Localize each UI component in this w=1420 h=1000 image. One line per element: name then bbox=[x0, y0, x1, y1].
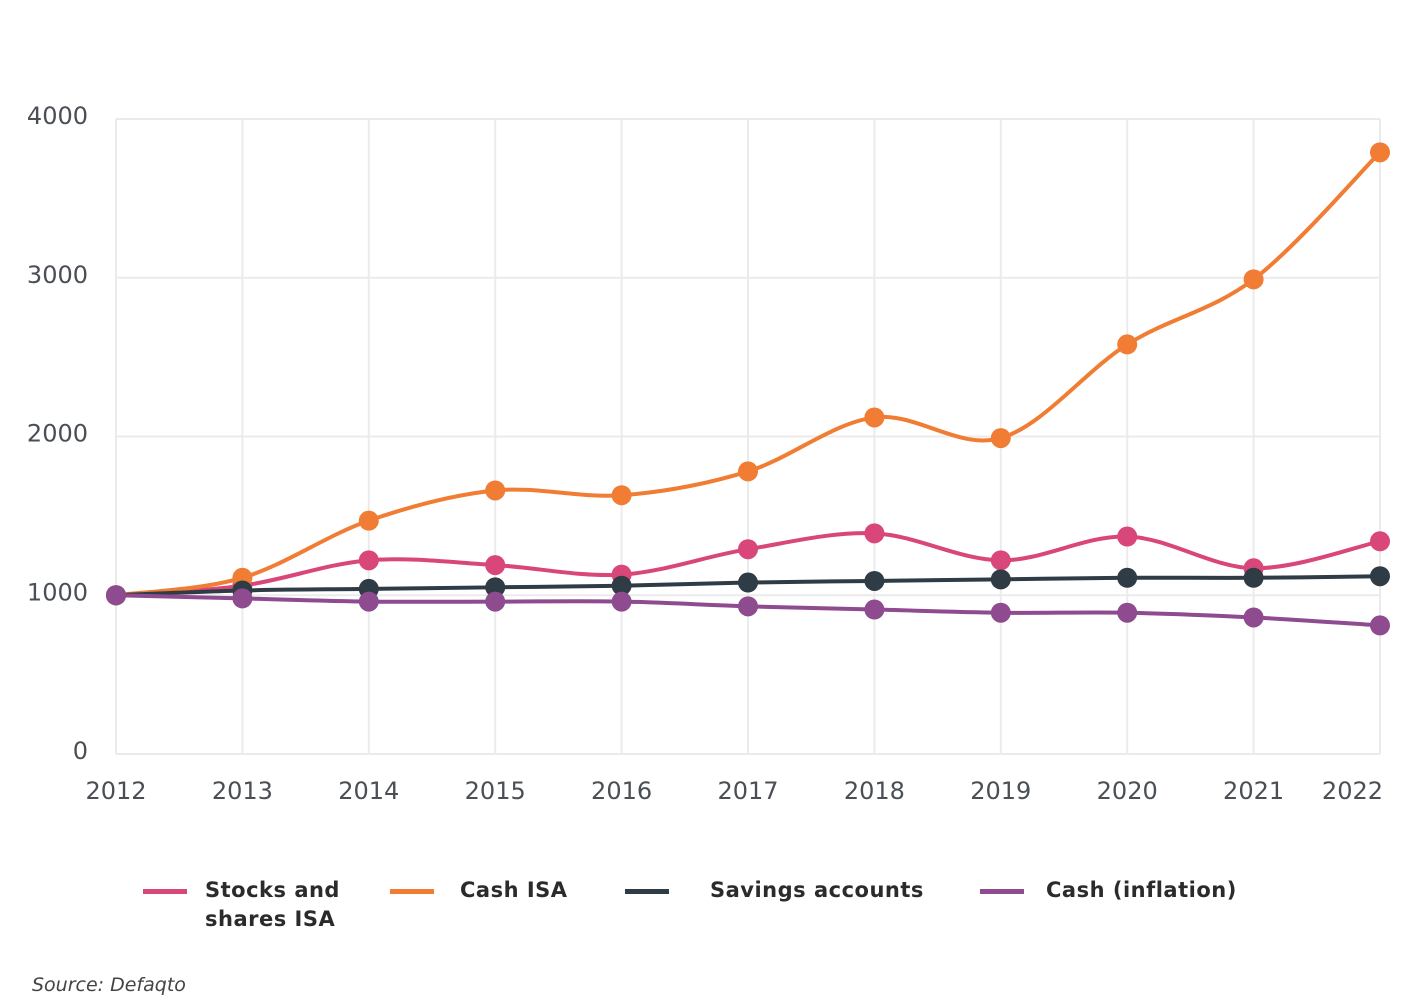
data-point bbox=[990, 428, 1011, 449]
data-point bbox=[990, 569, 1011, 590]
data-point bbox=[1243, 567, 1264, 588]
legend-swatch bbox=[980, 889, 1024, 894]
x-tick-label: 2019 bbox=[970, 777, 1031, 805]
data-point bbox=[611, 591, 632, 612]
data-point bbox=[738, 596, 758, 617]
data-point bbox=[1243, 269, 1264, 290]
data-point bbox=[1370, 615, 1390, 636]
x-tick-label: 2020 bbox=[1097, 777, 1158, 805]
data-point bbox=[1117, 334, 1138, 355]
data-point bbox=[358, 510, 379, 531]
data-point bbox=[990, 602, 1011, 623]
data-point bbox=[1370, 531, 1390, 552]
data-point bbox=[864, 523, 885, 544]
y-tick-label: 3000 bbox=[27, 261, 88, 289]
legend-item: Stocks and shares ISA bbox=[143, 876, 345, 934]
legend-swatch bbox=[143, 889, 187, 894]
data-point bbox=[864, 570, 885, 591]
legend-label: Cash ISA bbox=[460, 878, 568, 902]
legend-label: Savings accounts bbox=[710, 878, 924, 902]
x-tick-label: 2018 bbox=[844, 777, 905, 805]
y-tick-label: 0 bbox=[73, 737, 88, 765]
data-point bbox=[485, 591, 506, 612]
x-tick-label: 2016 bbox=[591, 777, 652, 805]
source: Source: Defaqto bbox=[32, 974, 186, 996]
legend-swatch bbox=[625, 889, 669, 894]
legend-label: Cash (inflation) bbox=[1046, 878, 1237, 902]
data-point bbox=[611, 575, 632, 596]
chart: 0 1000 2000 3000 4000 2012 2013 2014 2015 2016 201… bbox=[27, 102, 1390, 805]
data-point bbox=[990, 550, 1011, 571]
data-point bbox=[485, 480, 506, 501]
data-point bbox=[358, 591, 379, 612]
legend-item: Cash ISA bbox=[390, 876, 660, 905]
data-point bbox=[738, 461, 758, 482]
x-tick-label: 2015 bbox=[465, 777, 526, 805]
data-point bbox=[864, 407, 885, 428]
x-tick-label: 2013 bbox=[212, 777, 273, 805]
legend-item: Cash (inflation) bbox=[980, 876, 1306, 905]
x-tick-label: 2012 bbox=[85, 777, 146, 805]
data-point bbox=[738, 572, 758, 593]
data-point bbox=[1117, 567, 1138, 588]
legend-label: Stocks and shares ISA bbox=[205, 878, 340, 931]
legend-swatch bbox=[390, 889, 434, 894]
data-point bbox=[1117, 602, 1138, 623]
data-point bbox=[1370, 142, 1390, 163]
data-point bbox=[611, 485, 632, 506]
x-tick-label: 2017 bbox=[717, 777, 778, 805]
data-point bbox=[864, 599, 885, 620]
data-point bbox=[358, 550, 379, 571]
data-point bbox=[485, 555, 506, 576]
y-tick-label: 4000 bbox=[27, 102, 88, 130]
data-point bbox=[738, 539, 758, 560]
legend-item: Savings accounts bbox=[625, 876, 970, 905]
data-point bbox=[232, 588, 253, 609]
x-tick-label: 2014 bbox=[338, 777, 399, 805]
y-tick-label: 1000 bbox=[27, 578, 88, 606]
data-point bbox=[485, 577, 506, 598]
data-point bbox=[106, 585, 126, 606]
x-tick-label: 2021 bbox=[1223, 777, 1284, 805]
series-line bbox=[115, 150, 1382, 598]
data-point bbox=[1117, 526, 1138, 547]
x-tick-label: 2022 bbox=[1322, 777, 1383, 805]
data-point bbox=[1370, 566, 1390, 587]
y-tick-label: 2000 bbox=[27, 420, 88, 448]
data-point bbox=[1243, 607, 1264, 628]
